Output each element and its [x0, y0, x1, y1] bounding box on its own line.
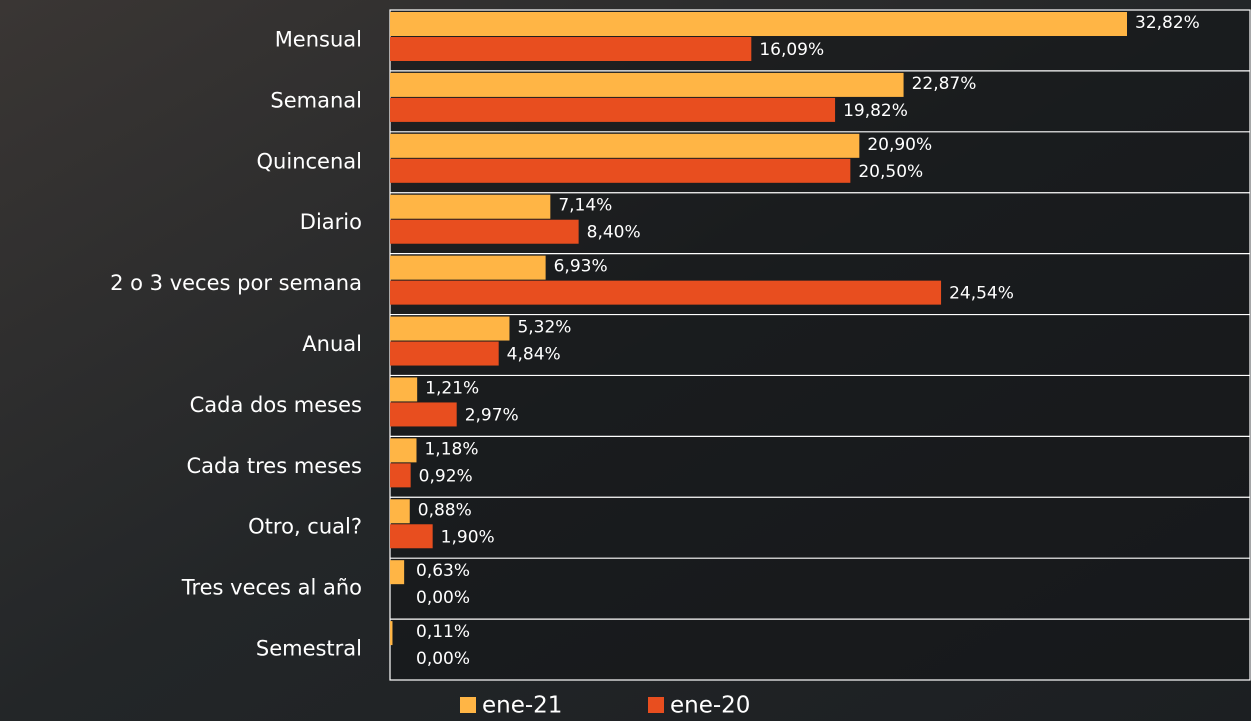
value-label: 22,87% — [912, 74, 977, 94]
bar — [390, 159, 850, 183]
bar — [390, 524, 433, 548]
category-label: Cada dos meses — [190, 393, 362, 417]
value-label: 0,11% — [416, 622, 470, 642]
value-label: 0,00% — [416, 649, 470, 669]
category-label: Cada tres meses — [186, 454, 362, 478]
value-label: 1,90% — [441, 527, 495, 547]
value-label: 8,40% — [587, 223, 641, 243]
bar — [390, 499, 410, 523]
page: Mensual 32,82% 16,09% Semanal 22,87%19,82% Qu… — [0, 0, 1251, 721]
category-label: Mensual — [275, 27, 362, 51]
value-label: 19,82% — [843, 101, 908, 121]
value-label: 1,18% — [424, 439, 478, 459]
category-label: Diario — [300, 210, 362, 234]
category-label: Otro, cual? — [248, 515, 362, 539]
value-label: 6,93% — [554, 257, 608, 277]
bar — [390, 195, 550, 219]
value-label: 0,88% — [418, 500, 472, 520]
bar — [390, 12, 1127, 36]
bar — [390, 37, 751, 61]
value-label: 0,92% — [419, 466, 473, 486]
legend-swatch — [460, 697, 476, 713]
legend-label: ene-21 — [482, 693, 562, 719]
category-label: Semestral — [256, 637, 362, 661]
category-label: Tres veces al año — [181, 576, 362, 600]
bar — [390, 342, 499, 366]
value-label: 2,97% — [465, 405, 519, 425]
value-label: 5,32% — [517, 318, 571, 338]
bar — [390, 621, 392, 645]
category-label: Anual — [302, 332, 362, 356]
bar — [390, 377, 417, 401]
bar — [390, 317, 509, 341]
category-label: 2 o 3 veces por semana — [110, 271, 362, 295]
legend-label: ene-20 — [670, 693, 750, 719]
value-label: 0,63% — [416, 561, 470, 581]
value-label: 7,14% — [558, 196, 612, 216]
legend-swatch — [648, 697, 664, 713]
value-label: 20,90% — [867, 135, 932, 155]
value-label: 20,50% — [858, 162, 923, 182]
value-label: 1,21% — [425, 378, 479, 398]
category-label: Quincenal — [257, 149, 362, 173]
value-label: 24,54% — [949, 284, 1014, 304]
bar — [390, 98, 835, 122]
bar — [390, 281, 941, 305]
bar — [390, 256, 546, 280]
bar — [390, 402, 457, 426]
chart: Mensual 32,82% 16,09% Semanal 22,87%19,82% Qu… — [0, 0, 1251, 721]
value-label: 4,84% — [507, 345, 561, 365]
bar — [390, 220, 579, 244]
value-label: 32,82% — [1135, 13, 1200, 33]
category-label: Semanal — [270, 88, 362, 112]
value-label: 0,00% — [416, 588, 470, 608]
bar — [390, 134, 859, 158]
bar — [390, 73, 904, 97]
bar — [390, 560, 404, 584]
bar — [390, 463, 411, 487]
bar — [390, 438, 416, 462]
value-label: 16,09% — [759, 40, 824, 60]
